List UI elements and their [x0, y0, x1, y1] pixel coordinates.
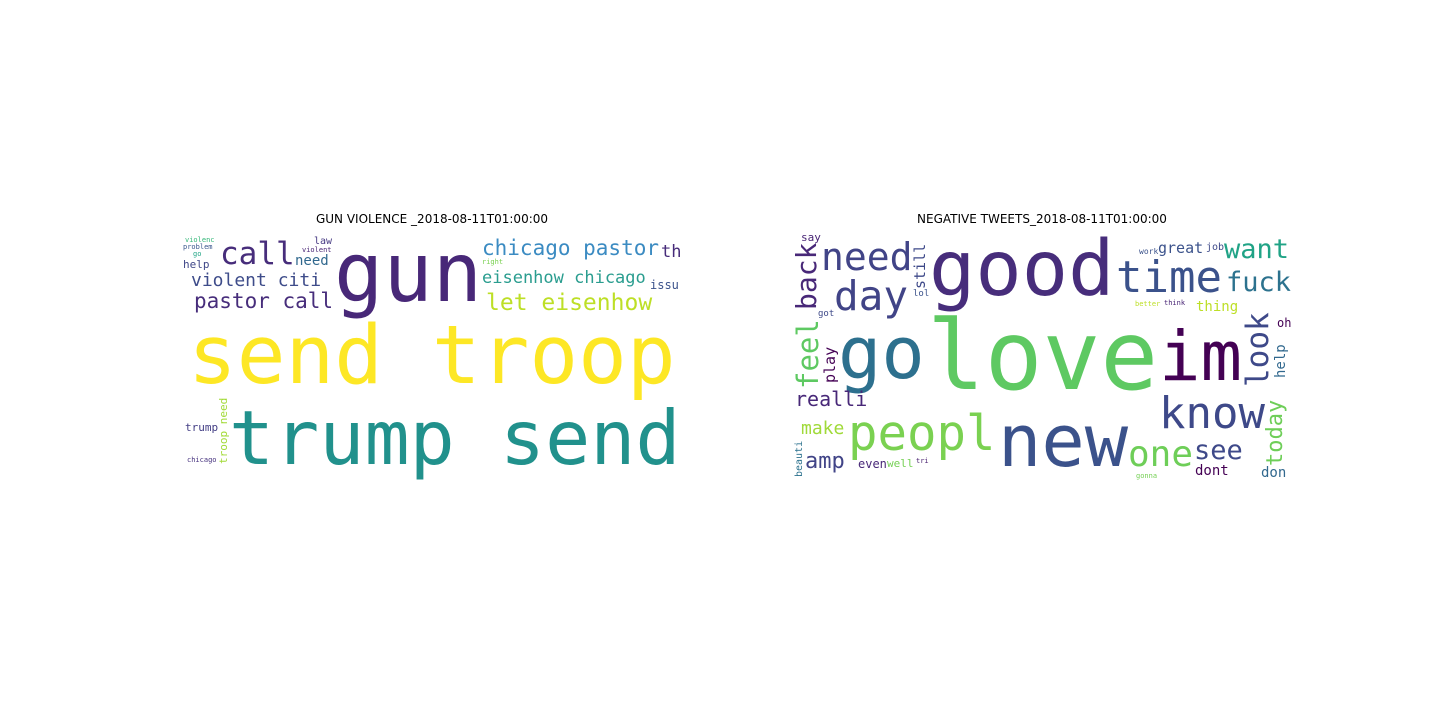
cloud-word: th — [661, 242, 682, 262]
cloud-word: don — [1261, 465, 1287, 481]
cloud-word: need — [295, 253, 329, 269]
cloud-word: good — [929, 230, 1115, 314]
wordcloud-canvas: love good new go im peopl time know day need one fu… — [792, 230, 1292, 482]
chart-title: GUN VIOLENCE _2018-08-11T01:00:00 — [315, 212, 549, 226]
cloud-word: need — [821, 235, 913, 279]
cloud-word: issu — [650, 278, 679, 292]
cloud-word: chicago pastor — [482, 236, 660, 260]
cloud-word: job — [1206, 242, 1225, 253]
cloud-word: eisenhow chicago — [482, 268, 646, 288]
cloud-word: law — [314, 236, 333, 247]
cloud-word: well — [887, 457, 914, 470]
cloud-word: play — [821, 346, 839, 383]
cloud-word: problem — [183, 243, 213, 251]
cloud-word: violent citi — [191, 270, 322, 291]
cloud-word: better — [1135, 300, 1161, 308]
cloud-word: beauti — [794, 440, 805, 477]
cloud-word: realli — [795, 387, 868, 411]
cloud-word: look — [1240, 312, 1276, 387]
cloud-word: great — [1158, 239, 1204, 257]
cloud-word: gonna — [1136, 472, 1158, 480]
cloud-word: go — [838, 311, 925, 395]
cloud-word: think — [1164, 299, 1186, 307]
cloud-word: work — [1139, 247, 1159, 256]
cloud-word: gun — [334, 230, 483, 321]
cloud-word: chicago — [187, 456, 217, 464]
cloud-word: call — [220, 236, 295, 272]
cloud-word: one — [1128, 434, 1194, 475]
cloud-word: im — [1159, 317, 1243, 397]
cloud-word: violent — [302, 246, 332, 254]
cloud-word: day — [834, 272, 909, 320]
cloud-word: trump send — [229, 394, 681, 482]
cloud-word: know — [1159, 388, 1265, 439]
cloud-word: peopl — [848, 405, 996, 462]
cloud-word: oh — [1277, 316, 1292, 330]
cloud-word: trump — [185, 421, 219, 434]
cloud-word: back — [792, 242, 823, 310]
cloud-word: help — [1273, 344, 1289, 378]
cloud-word: new — [998, 399, 1129, 482]
wordcloud-canvas: send troop trump send gun let eisenhow eisen… — [182, 230, 682, 482]
negative-tweets-wordcloud-panel: NEGATIVE TWEETS_2018-08-11T01:00:00 love… — [792, 212, 1292, 482]
cloud-word: see — [1194, 435, 1243, 466]
cloud-word: send troop — [188, 309, 676, 403]
chart-title: NEGATIVE TWEETS_2018-08-11T01:00:00 — [917, 212, 1167, 226]
cloud-word: violenc — [185, 236, 215, 244]
cloud-word: help — [183, 258, 210, 271]
cloud-word: go — [193, 250, 202, 258]
cloud-word: pastor call — [194, 289, 334, 313]
cloud-word: even — [858, 457, 887, 471]
gun-violence-wordcloud-panel: GUN VIOLENCE _2018-08-11T01:00:00 send t… — [182, 212, 682, 482]
cloud-word: say — [801, 231, 821, 244]
cloud-word: got — [818, 309, 835, 319]
cloud-word: tri — [916, 457, 929, 465]
cloud-word: fuck — [1226, 267, 1292, 298]
cloud-word: time — [1116, 252, 1222, 303]
cloud-word: right — [482, 258, 504, 266]
cloud-word: make — [801, 418, 845, 439]
cloud-word: feel — [792, 319, 825, 389]
cloud-word: let eisenhow — [486, 290, 653, 316]
cloud-word: want — [1224, 234, 1290, 265]
cloud-word: dont — [1195, 463, 1229, 479]
cloud-word: thing — [1196, 299, 1239, 315]
cloud-word: amp — [805, 449, 845, 474]
cloud-word: troop need — [217, 397, 230, 464]
cloud-word: love — [927, 300, 1159, 412]
cloud-word: lol — [913, 289, 930, 299]
cloud-word: today — [1263, 399, 1288, 466]
cloud-word: still — [911, 243, 929, 289]
